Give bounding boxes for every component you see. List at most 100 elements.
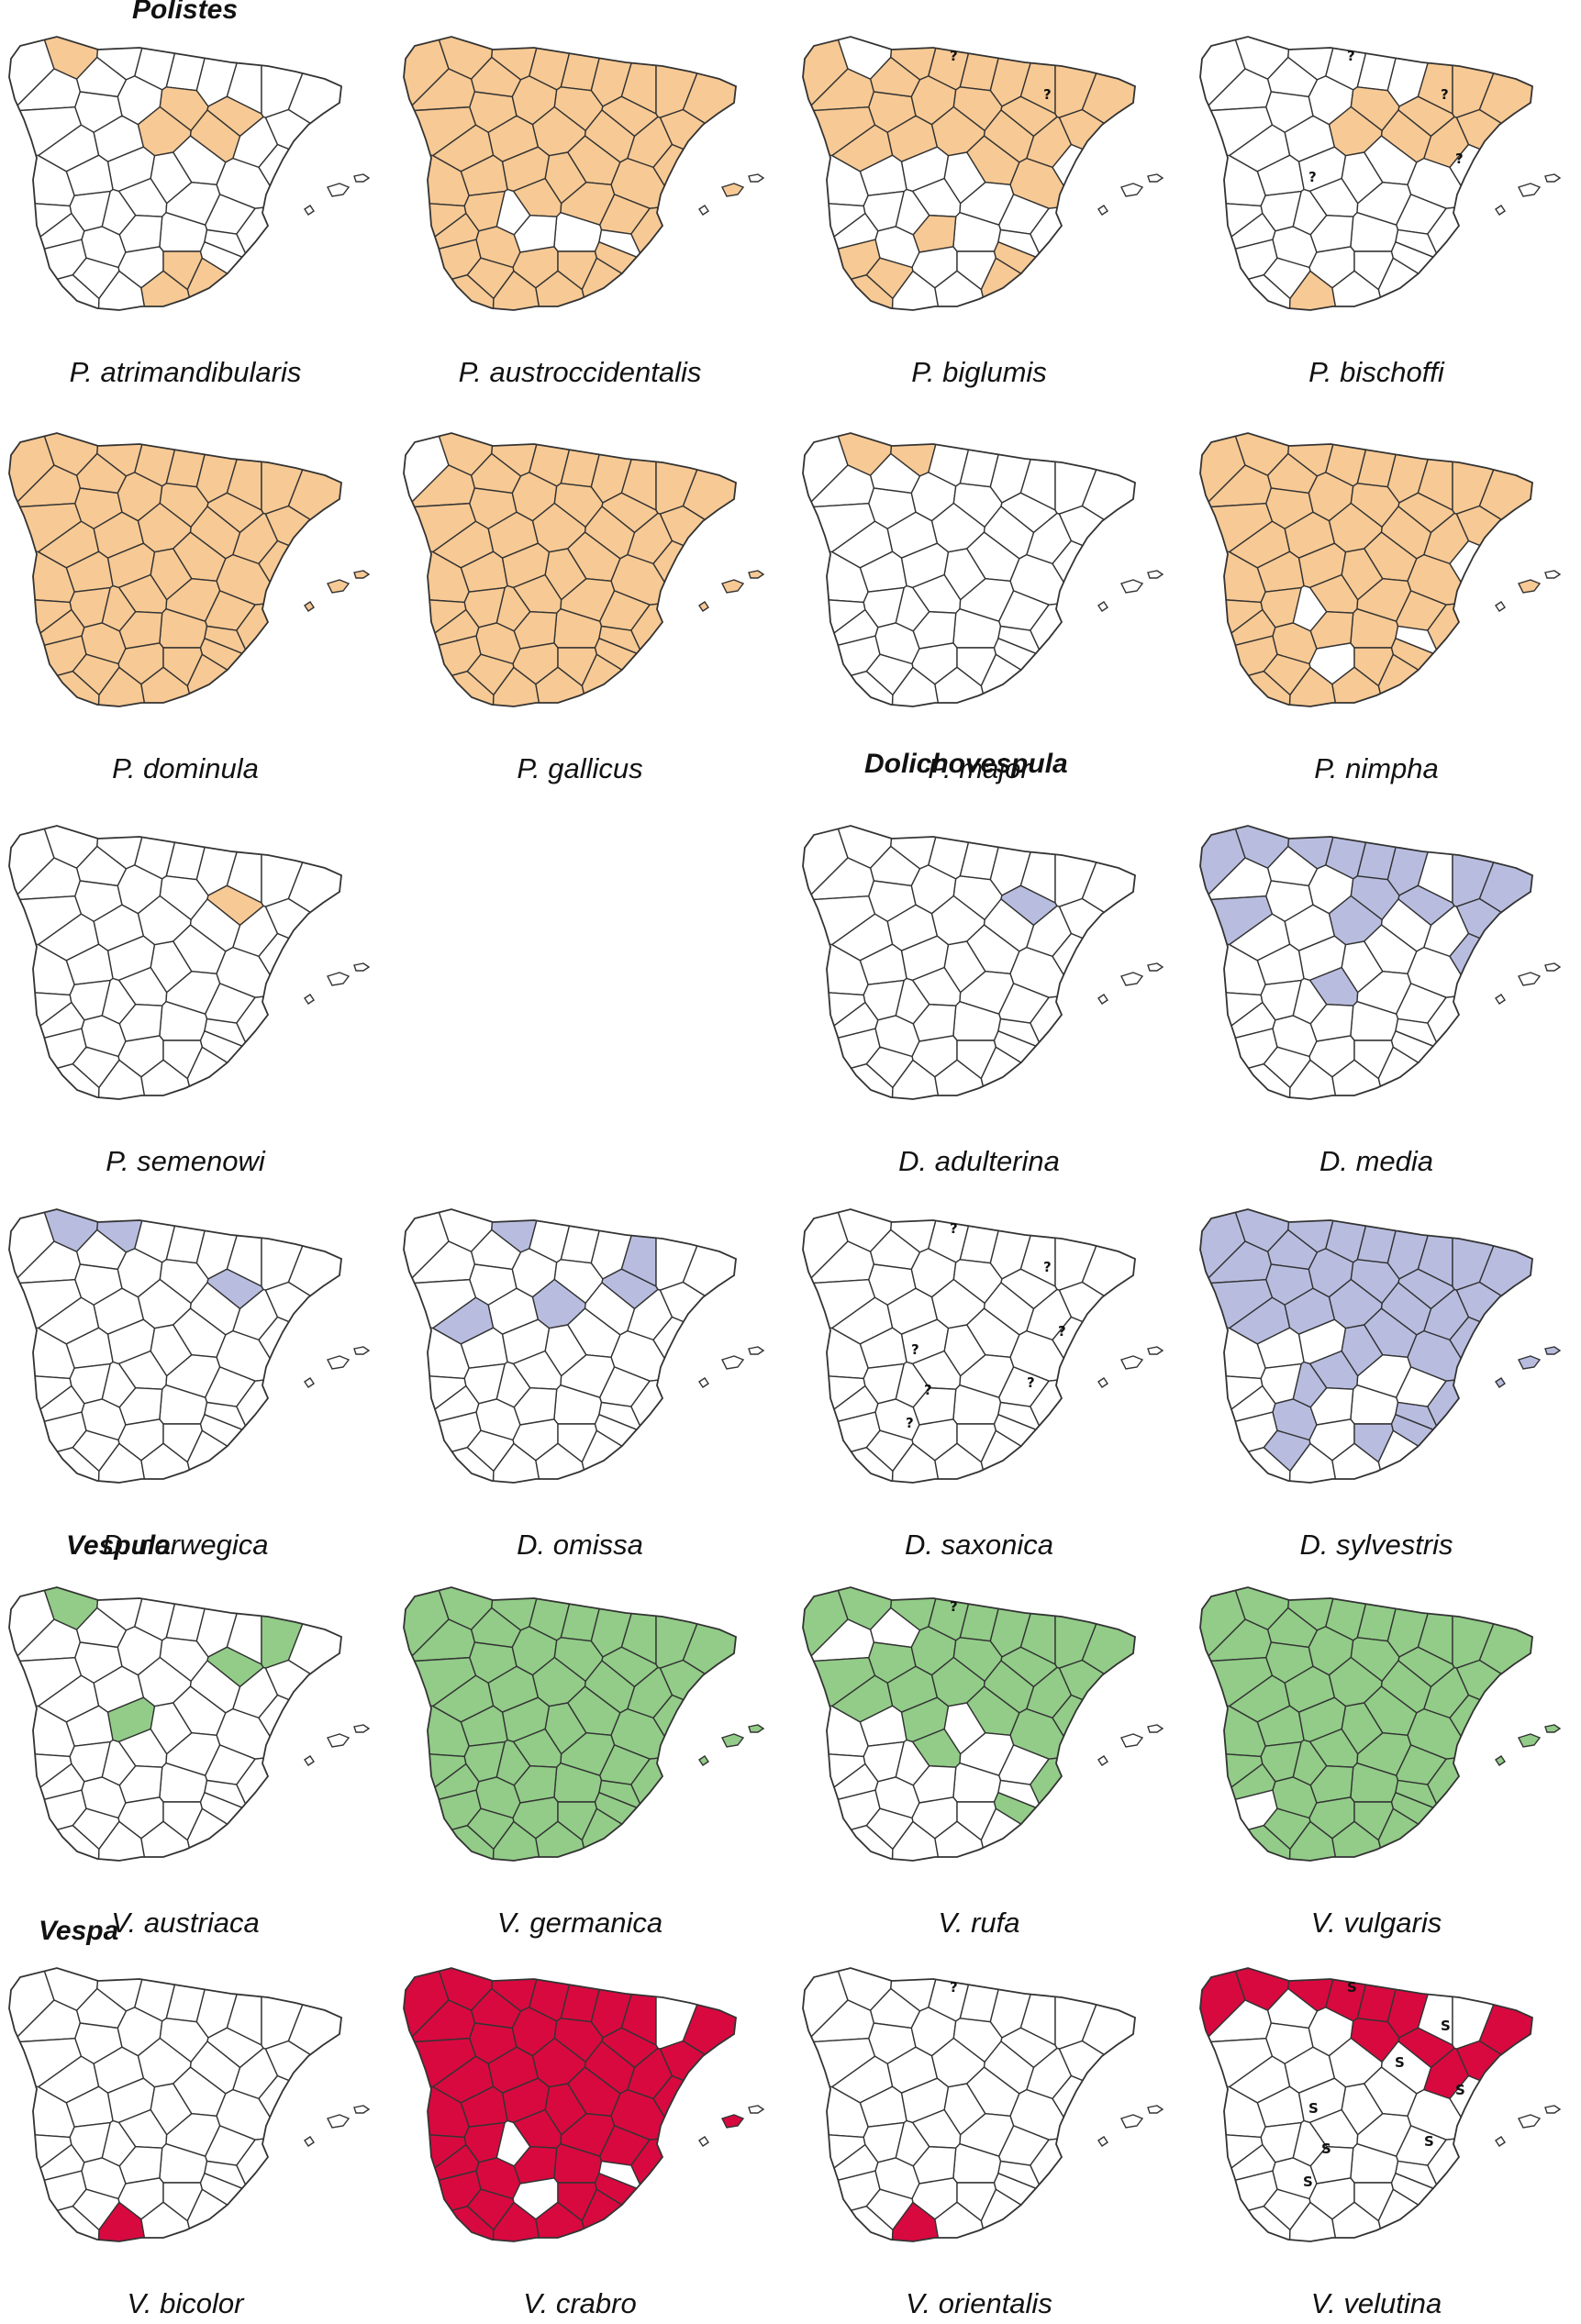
province-recorded <box>581 2188 711 2241</box>
island-recorded <box>698 1755 709 1766</box>
province <box>150 940 193 994</box>
province-recorded <box>544 2083 587 2136</box>
spain-map: ?? <box>802 36 1164 311</box>
province <box>186 2188 317 2241</box>
map-panel: V. vulgaris <box>1193 1576 1562 1943</box>
province-recorded <box>1019 1587 1056 1666</box>
province-recorded <box>581 257 711 310</box>
island <box>1495 2136 1506 2147</box>
island <box>1097 601 1108 612</box>
island <box>1120 183 1144 197</box>
province <box>1052 932 1135 1037</box>
province <box>980 1046 1110 1099</box>
province-recorded <box>226 433 262 512</box>
province-recorded <box>620 1587 657 1666</box>
spain-map <box>8 432 371 707</box>
province <box>9 273 100 310</box>
island <box>1518 183 1542 197</box>
island <box>353 1346 371 1355</box>
island <box>1120 1733 1144 1748</box>
province <box>803 670 894 706</box>
province <box>495 2119 531 2167</box>
record-mark: S <box>1395 2054 1405 2071</box>
province <box>1200 1062 1291 1099</box>
record-mark: ? <box>950 1220 958 1237</box>
record-mark: ? <box>1058 1323 1066 1340</box>
island <box>1495 601 1506 612</box>
map-panel: P. nimpha <box>1193 422 1562 789</box>
spain-map <box>8 36 371 311</box>
province-recorded <box>1426 1755 1532 1861</box>
island-recorded <box>1544 1346 1562 1355</box>
map-panel: ? V. rufa <box>796 1576 1164 1943</box>
province <box>803 1062 894 1099</box>
province <box>1449 539 1532 644</box>
province <box>1426 2136 1532 2241</box>
country-outline <box>802 1208 1136 1484</box>
province <box>495 188 531 236</box>
province-recorded <box>1052 1694 1135 1798</box>
province <box>682 1209 736 1346</box>
spain-map <box>1199 432 1562 707</box>
map-panel: D. norwegica <box>2 1198 371 1565</box>
island <box>304 205 315 216</box>
province <box>235 1755 341 1861</box>
province <box>226 1587 262 1666</box>
province <box>980 2188 1110 2241</box>
island-recorded <box>721 2114 745 2129</box>
province-recorded <box>101 584 137 632</box>
island <box>1120 579 1144 594</box>
province <box>895 977 930 1025</box>
province <box>1292 2119 1328 2167</box>
genus-heading-dolichovespula: Dolichovespula <box>864 749 1068 779</box>
province <box>1052 539 1135 644</box>
record-mark: ? <box>950 1979 958 1996</box>
province-recorded <box>1478 826 1532 962</box>
island-recorded <box>1495 1755 1506 1766</box>
record-mark: ? <box>1043 86 1052 103</box>
country-outline <box>802 432 1136 707</box>
island-recorded <box>353 570 371 579</box>
province-recorded <box>1081 1587 1135 1724</box>
country-outline <box>8 36 342 311</box>
species-caption: P. atrimandibularis <box>69 356 302 388</box>
province <box>235 2136 341 2241</box>
province <box>1200 273 1291 310</box>
province-recorded <box>1341 548 1384 601</box>
province <box>1449 2074 1532 2179</box>
island <box>1495 994 1506 1005</box>
record-mark: ? <box>1308 169 1317 185</box>
species-caption: P. dominula <box>112 752 259 784</box>
island <box>1097 1377 1108 1388</box>
spain-map: ? <box>802 1967 1164 2242</box>
province <box>1029 2136 1135 2241</box>
province-recorded <box>1426 1377 1532 1483</box>
province <box>150 2083 193 2136</box>
province <box>629 1377 736 1483</box>
island <box>1120 972 1144 986</box>
island <box>353 173 371 183</box>
province <box>258 143 341 248</box>
province <box>980 1429 1110 1483</box>
province <box>9 1824 100 1861</box>
island <box>353 962 371 972</box>
island <box>304 1755 315 1766</box>
province-recorded <box>1478 1209 1532 1346</box>
map-panel: ?? P. biglumis <box>796 26 1164 393</box>
province <box>544 1324 587 1377</box>
record-mark: ? <box>1027 1374 1035 1391</box>
province-recorded <box>652 143 736 248</box>
province <box>1426 994 1532 1099</box>
country-outline <box>403 432 737 707</box>
country-outline <box>8 432 342 707</box>
province <box>895 1739 930 1786</box>
spain-map <box>1199 1586 1562 1862</box>
province <box>1377 2188 1508 2241</box>
map-panel: P. semenowi <box>2 815 371 1182</box>
province <box>150 1324 193 1377</box>
province <box>1341 940 1384 994</box>
province-recorded <box>1292 1739 1328 1786</box>
province <box>150 151 193 205</box>
country-outline <box>1199 432 1533 707</box>
province <box>258 1316 341 1420</box>
